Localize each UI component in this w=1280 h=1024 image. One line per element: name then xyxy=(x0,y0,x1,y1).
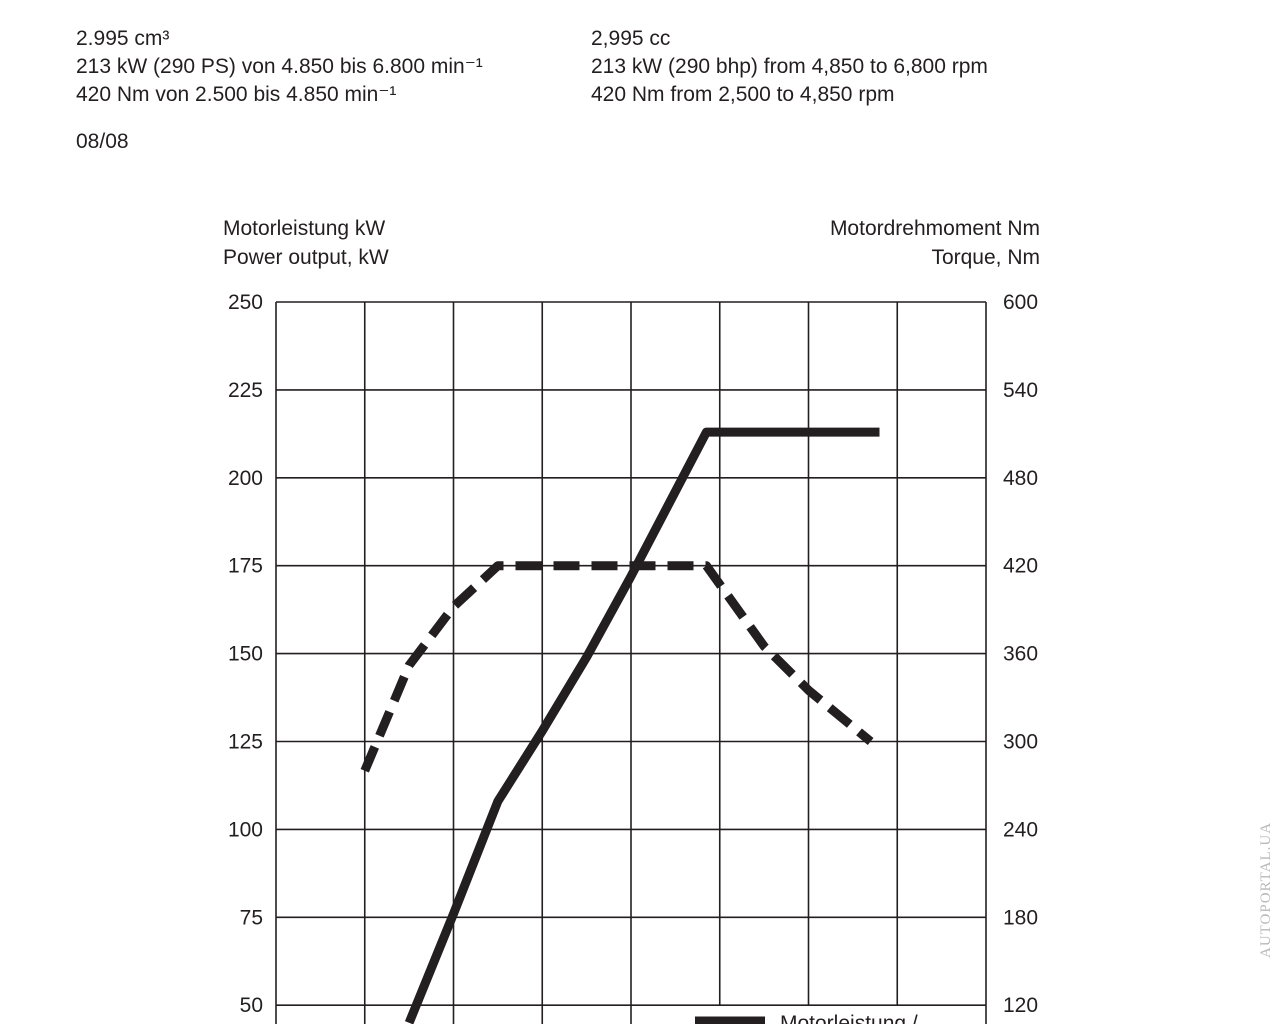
date: 08/08 xyxy=(76,130,129,153)
y2-tick-label: 540 xyxy=(1003,379,1038,402)
y2-tick-label: 120 xyxy=(1003,994,1038,1017)
line-dashed xyxy=(360,561,874,773)
y2-tick-label: 600 xyxy=(1003,291,1038,314)
y2-tick-label: 240 xyxy=(1003,818,1038,841)
y2-axis-title: Motordrehmoment Nm xyxy=(830,217,1040,240)
y-tick-label: 50 xyxy=(240,994,263,1017)
header-en: 420 Nm from 2,500 to 4,850 rpm xyxy=(591,83,895,106)
y2-tick-label: 180 xyxy=(1003,906,1038,929)
watermark: AUTOPORTAL.UA xyxy=(1258,822,1274,958)
y2-tick-label: 300 xyxy=(1003,731,1038,754)
line-solid xyxy=(404,427,880,1024)
y-axis-title: Power output, kW xyxy=(223,246,389,269)
y-tick-label: 250 xyxy=(228,291,263,314)
y-tick-label: 150 xyxy=(228,643,263,666)
header-en: 2,995 cc xyxy=(591,27,670,50)
y-tick-label: 125 xyxy=(228,731,263,754)
header-de: 213 kW (290 PS) von 4.850 bis 6.800 min⁻… xyxy=(76,55,483,78)
y-tick-label: 225 xyxy=(228,379,263,402)
y2-tick-label: 420 xyxy=(1003,555,1038,578)
header-de: 2.995 cm³ xyxy=(76,27,169,50)
y-tick-label: 75 xyxy=(240,906,263,929)
legend: Motorleistung / xyxy=(686,1006,968,1024)
header-de: 420 Nm von 2.500 bis 4.850 min⁻¹ xyxy=(76,83,396,106)
legend-label: Motorleistung / xyxy=(780,1012,918,1024)
y2-tick-label: 360 xyxy=(1003,643,1038,666)
header-en: 213 kW (290 bhp) from 4,850 to 6,800 rpm xyxy=(591,55,988,78)
y2-tick-label: 480 xyxy=(1003,467,1038,490)
y-tick-label: 100 xyxy=(228,818,263,841)
y-tick-label: 200 xyxy=(228,467,263,490)
y-tick-label: 175 xyxy=(228,555,263,578)
y-axis-title: Motorleistung kW xyxy=(223,217,385,240)
y2-axis-title: Torque, Nm xyxy=(931,246,1040,269)
